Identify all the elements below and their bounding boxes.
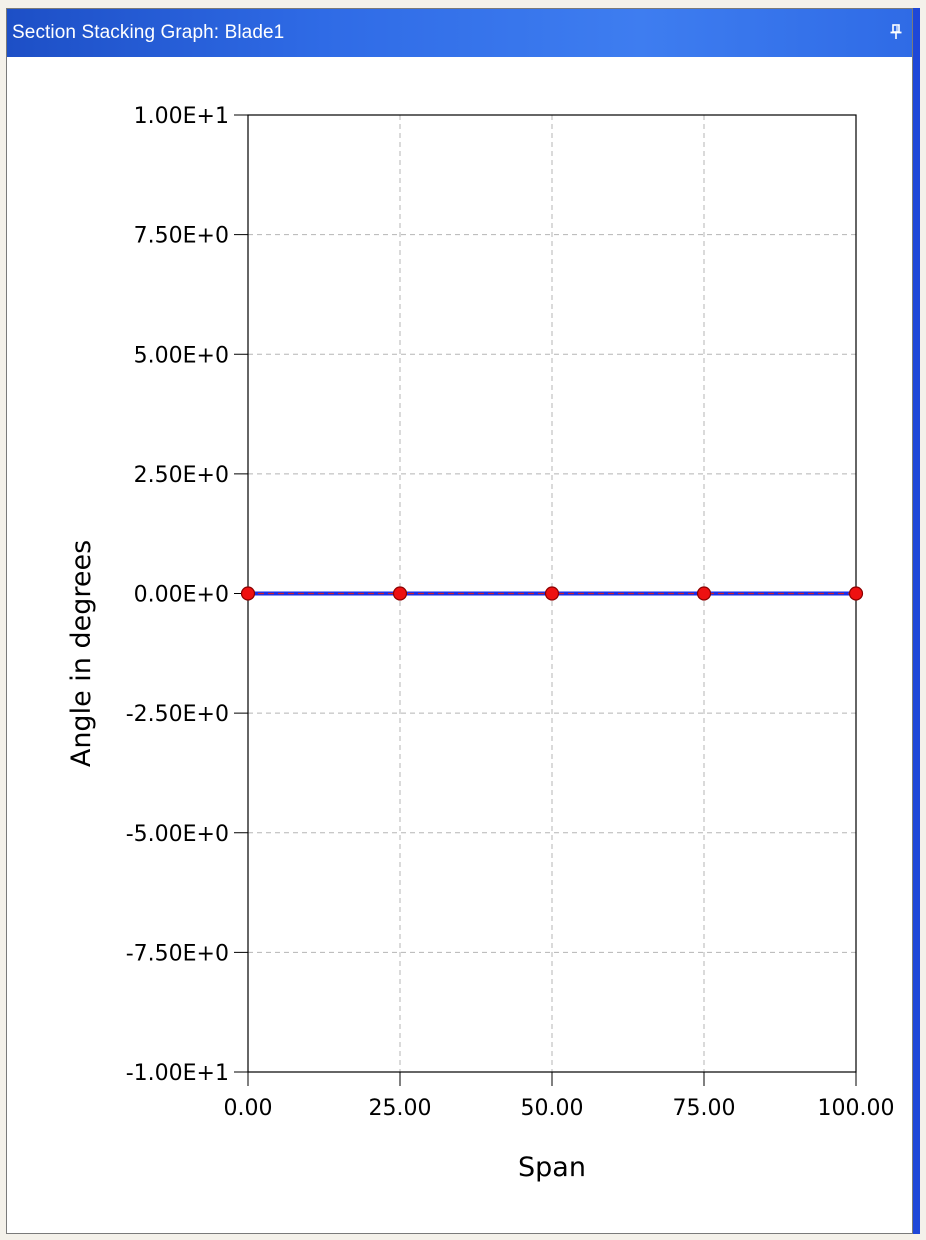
y-axis-label: Angle in degrees xyxy=(66,540,97,767)
panel-titlebar[interactable]: Section Stacking Graph: Blade1 xyxy=(7,9,912,57)
data-point-marker xyxy=(848,586,864,601)
data-point-marker xyxy=(392,586,408,601)
x-axis-label: Span xyxy=(518,1152,586,1183)
y-tick-label: 0.00E+0 xyxy=(134,583,229,608)
section-stacking-chart: 1.00E+1 7.50E+0 5.00E+0 2.50E+0 0.00E+0 -2.50… xyxy=(66,104,895,1183)
data-point-marker xyxy=(240,586,256,601)
y-tick-label: 7.50E+0 xyxy=(134,224,229,249)
data-point-marker xyxy=(544,586,560,601)
y-tick-label: -5.00E+0 xyxy=(126,822,229,847)
y-tick-label: 5.00E+0 xyxy=(134,343,229,368)
y-tick-label: -2.50E+0 xyxy=(126,702,229,727)
chart-area: 1.00E+1 7.50E+0 5.00E+0 2.50E+0 0.00E+0 -2.50… xyxy=(7,57,912,1233)
x-tick-label: 75.00 xyxy=(673,1096,736,1121)
panel-title: Section Stacking Graph: Blade1 xyxy=(12,22,285,43)
window-right-edge xyxy=(913,8,920,1234)
stacking-graph-panel: Section Stacking Graph: Blade1 1.00E+1 7.… xyxy=(6,8,913,1234)
y-tick-label: -7.50E+0 xyxy=(126,941,229,966)
x-tick-label: 0.00 xyxy=(224,1096,273,1121)
x-tick-label: 100.00 xyxy=(818,1096,895,1121)
y-tick-label: -1.00E+1 xyxy=(126,1061,229,1086)
y-tick-label: 1.00E+1 xyxy=(134,104,229,129)
x-tick-label: 50.00 xyxy=(521,1096,584,1121)
data-point-marker xyxy=(696,586,712,601)
y-tick-label: 2.50E+0 xyxy=(134,463,229,488)
pin-icon[interactable] xyxy=(886,21,906,43)
x-tick-label: 25.00 xyxy=(369,1096,432,1121)
